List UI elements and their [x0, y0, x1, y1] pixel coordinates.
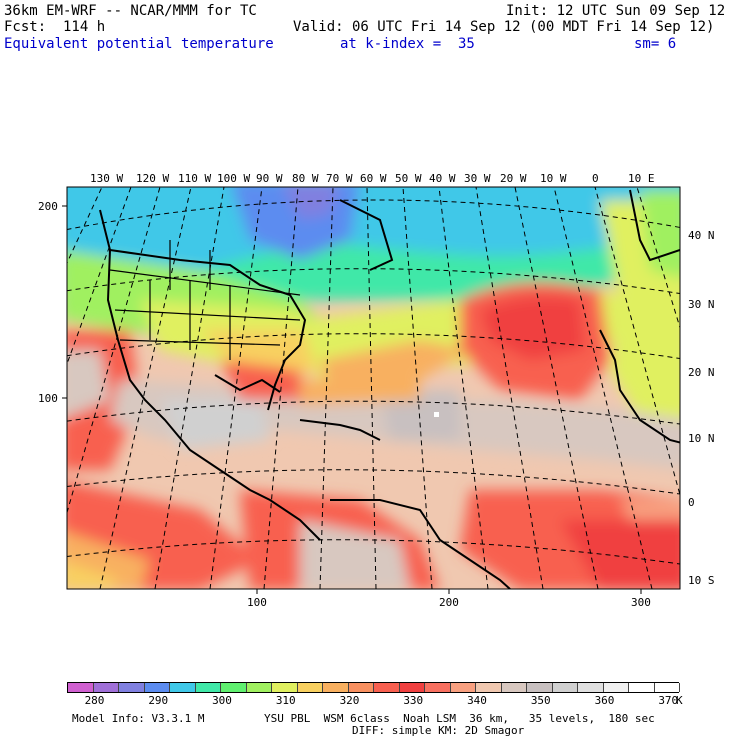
colorbar-swatch	[399, 683, 425, 692]
smoothing-label: sm= 6	[634, 36, 677, 52]
lon-label: 130 W	[90, 172, 124, 185]
lon-label: 80 W	[292, 172, 319, 185]
colorbar-swatch	[323, 683, 349, 692]
colorbar-swatch	[170, 683, 196, 692]
colorbar-label: 320	[339, 694, 360, 707]
x-grid-label: 300	[631, 596, 651, 609]
lat-label: 20 N	[688, 366, 715, 379]
colorbar-label: 290	[148, 694, 169, 707]
colorbar-label: 280	[84, 694, 105, 707]
colorbar-swatch	[578, 683, 604, 692]
lon-label: 0	[592, 172, 599, 185]
colorbar-swatch	[425, 683, 451, 692]
lon-label: 110 W	[178, 172, 212, 185]
colorbar-swatch	[93, 683, 119, 692]
colorbar-label: 370	[658, 694, 679, 707]
lon-label: 30 W	[464, 172, 491, 185]
lon-label: 70 W	[326, 172, 353, 185]
colorbar-swatch	[374, 683, 400, 692]
colorbar-swatch	[68, 683, 94, 692]
lon-label: 120 W	[136, 172, 170, 185]
colorbar-swatch	[144, 683, 170, 692]
map-frame	[66, 186, 681, 590]
lat-label: 30 N	[688, 298, 715, 311]
model-title: 36km EM-WRF -- NCAR/MMM for TC	[4, 3, 257, 19]
y-grid-label: 100	[38, 392, 58, 405]
forecast-hour: Fcst: 114 h	[4, 19, 106, 35]
colorbar-swatch	[450, 683, 476, 692]
lon-label: 40 W	[429, 172, 456, 185]
colorbar-swatch	[654, 683, 680, 692]
lon-label: 50 W	[395, 172, 422, 185]
colorbar-swatch	[629, 683, 655, 692]
lon-label: 20 W	[500, 172, 527, 185]
lon-label: 90 W	[256, 172, 283, 185]
political-borders	[109, 240, 301, 360]
x-grid-label: 200	[439, 596, 459, 609]
colorbar-label: 310	[275, 694, 296, 707]
colorbar-swatch	[297, 683, 323, 692]
colorbar-label: 360	[594, 694, 615, 707]
lon-label: 60 W	[360, 172, 387, 185]
colorbar-swatch	[246, 683, 272, 692]
lat-label: 0	[688, 496, 695, 509]
colorbar-label: 350	[530, 694, 551, 707]
colorbar-swatch	[476, 683, 502, 692]
y-grid-label: 200	[38, 200, 58, 213]
x-grid-label: 100	[247, 596, 267, 609]
colorbar-swatch	[552, 683, 578, 692]
model-info: Model Info: V3.3.1 M	[72, 712, 205, 725]
colorbar	[67, 682, 680, 693]
colorbar-swatch	[527, 683, 553, 692]
physics-info: YSU PBL WSM 6class Noah LSM 36 km, 35 le…	[264, 712, 655, 725]
lon-label: 10 W	[540, 172, 567, 185]
level-label: at k-index = 35	[340, 36, 475, 52]
lat-label: 40 N	[688, 229, 715, 242]
colorbar-swatch	[501, 683, 527, 692]
lat-label: 10 N	[688, 432, 715, 445]
colorbar-swatch	[603, 683, 629, 692]
diffusion-info: DIFF: simple KM: 2D Smagor	[352, 724, 525, 737]
lon-label: 100 W	[217, 172, 251, 185]
colorbar-unit: K	[676, 694, 683, 707]
colorbar-label: 330	[403, 694, 424, 707]
colorbar-swatch	[119, 683, 145, 692]
valid-time: Valid: 06 UTC Fri 14 Sep 12 (00 MDT Fri …	[293, 19, 715, 35]
init-time: Init: 12 UTC Sun 09 Sep 12	[506, 3, 726, 19]
field-name: Equivalent potential temperature	[4, 36, 274, 52]
colorbar-label: 300	[212, 694, 232, 707]
colorbar-label: 340	[467, 694, 487, 707]
colorbar-swatch	[221, 683, 247, 692]
colorbar-swatch	[195, 683, 221, 692]
coastlines	[99, 189, 680, 589]
lat-label: 10 S	[688, 574, 715, 587]
lon-label: 10 E	[628, 172, 655, 185]
map-fill	[67, 187, 680, 589]
colorbar-swatch	[348, 683, 374, 692]
lon-labels: 130 W 120 W 110 W 100 W 90 W 80 W 70 W 6…	[0, 172, 740, 185]
colorbar-swatch	[272, 683, 298, 692]
